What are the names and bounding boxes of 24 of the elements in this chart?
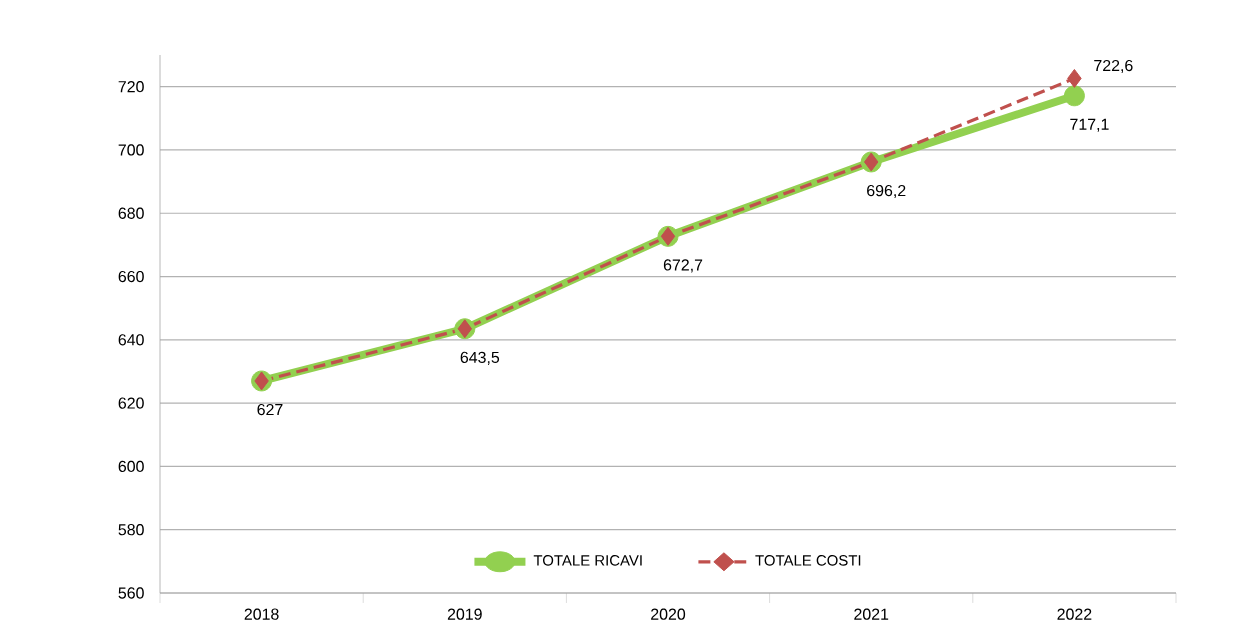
data-label: 696,2 (867, 184, 906, 199)
y-tick-label: 640 (118, 334, 144, 346)
y-tick-label: 700 (118, 144, 144, 156)
data-label: 672,7 (663, 259, 703, 273)
x-tick-label: 2020 (651, 608, 686, 620)
y-tick-label: 620 (118, 397, 144, 409)
y-tick-label: 600 (118, 460, 144, 473)
legend-label: TOTALE RICAVI (533, 555, 642, 566)
y-tick-label: 660 (118, 270, 144, 283)
point (1067, 68, 1082, 88)
data-label: 717,1 (1070, 118, 1109, 132)
x-tick-label: 2022 (1057, 608, 1092, 620)
data-label: 643,5 (460, 351, 500, 365)
data-label: 722,6 (1094, 59, 1133, 74)
y-tick-label: 580 (118, 524, 144, 536)
legend-label: TOTALE COSTI (755, 555, 861, 566)
y-tick-label: 680 (118, 207, 144, 219)
point (1063, 85, 1085, 107)
data-label: 627 (257, 403, 283, 416)
x-tick-label: 2021 (854, 608, 889, 620)
y-tick-label: 560 (118, 587, 144, 599)
y-tick-label: 720 (118, 81, 144, 93)
x-tick-label: 2018 (244, 608, 279, 620)
x-tick-label: 2019 (447, 608, 482, 620)
